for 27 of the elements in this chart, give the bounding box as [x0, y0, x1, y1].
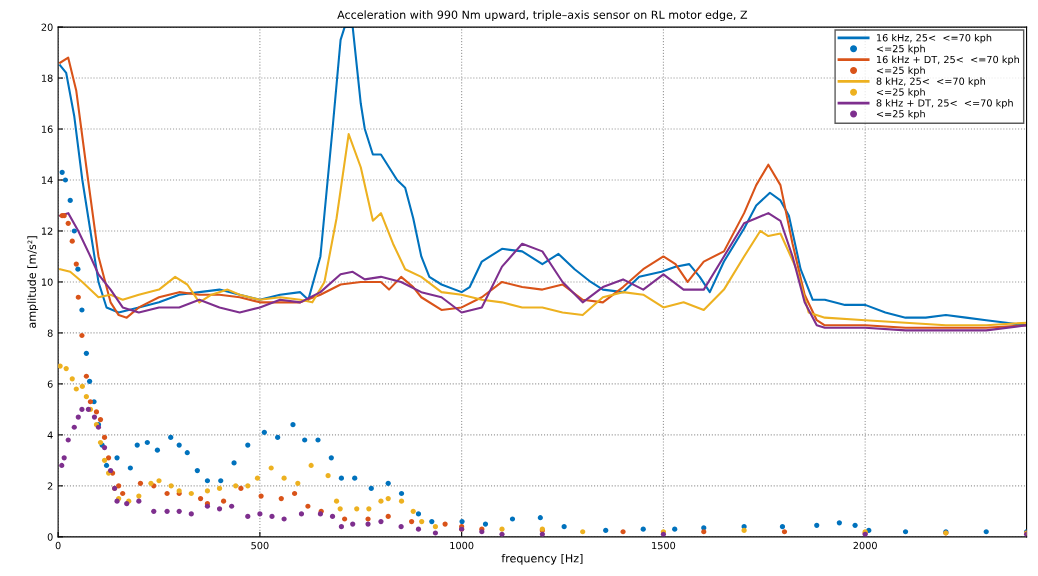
- legend-label: 16 kHz, 25< <=70 kph: [876, 33, 992, 44]
- y-tick-label: 14: [41, 176, 53, 184]
- y-tick-label: 0: [47, 533, 53, 541]
- y-tick-label: 6: [47, 380, 53, 388]
- y-tick-label: 2: [47, 482, 53, 490]
- x-tick-label: 500: [251, 541, 269, 550]
- x-axis-title: frequency [Hz]: [501, 553, 583, 565]
- y-tick-label: 10: [41, 278, 53, 286]
- x-tick-label: 1500: [652, 541, 676, 550]
- x-tick-label: 1000: [450, 541, 474, 550]
- x-tick-label: 0: [55, 541, 61, 550]
- x-tick-label: 2000: [853, 541, 877, 550]
- legend-label: 8 kHz + DT, 25< <=70 kph: [876, 99, 1013, 109]
- y-tick-label: 16: [41, 125, 53, 133]
- legend-label: 16 kHz + DT, 25< <=70 kph: [876, 55, 1019, 66]
- y-tick-label: 4: [47, 431, 53, 439]
- legend-label: <=25 kph: [876, 44, 925, 55]
- y-tick-label: 20: [41, 23, 53, 31]
- legend-label: 8 kHz, 25< <=70 kph: [876, 77, 986, 87]
- legend-label: <=25 kph: [876, 109, 925, 120]
- y-tick-label: 12: [41, 227, 53, 235]
- chart-title: Acceleration with 990 Nm upward, triple–axis sensor on RL motor edge, Z: [337, 10, 748, 22]
- y-axis-title: amplitude [m/s²]: [27, 236, 39, 328]
- y-tick-label: 8: [47, 329, 53, 337]
- legend-label: <=25 kph: [876, 88, 925, 98]
- y-tick-label: 18: [41, 74, 53, 82]
- legend-label: <=25 kph: [876, 66, 925, 76]
